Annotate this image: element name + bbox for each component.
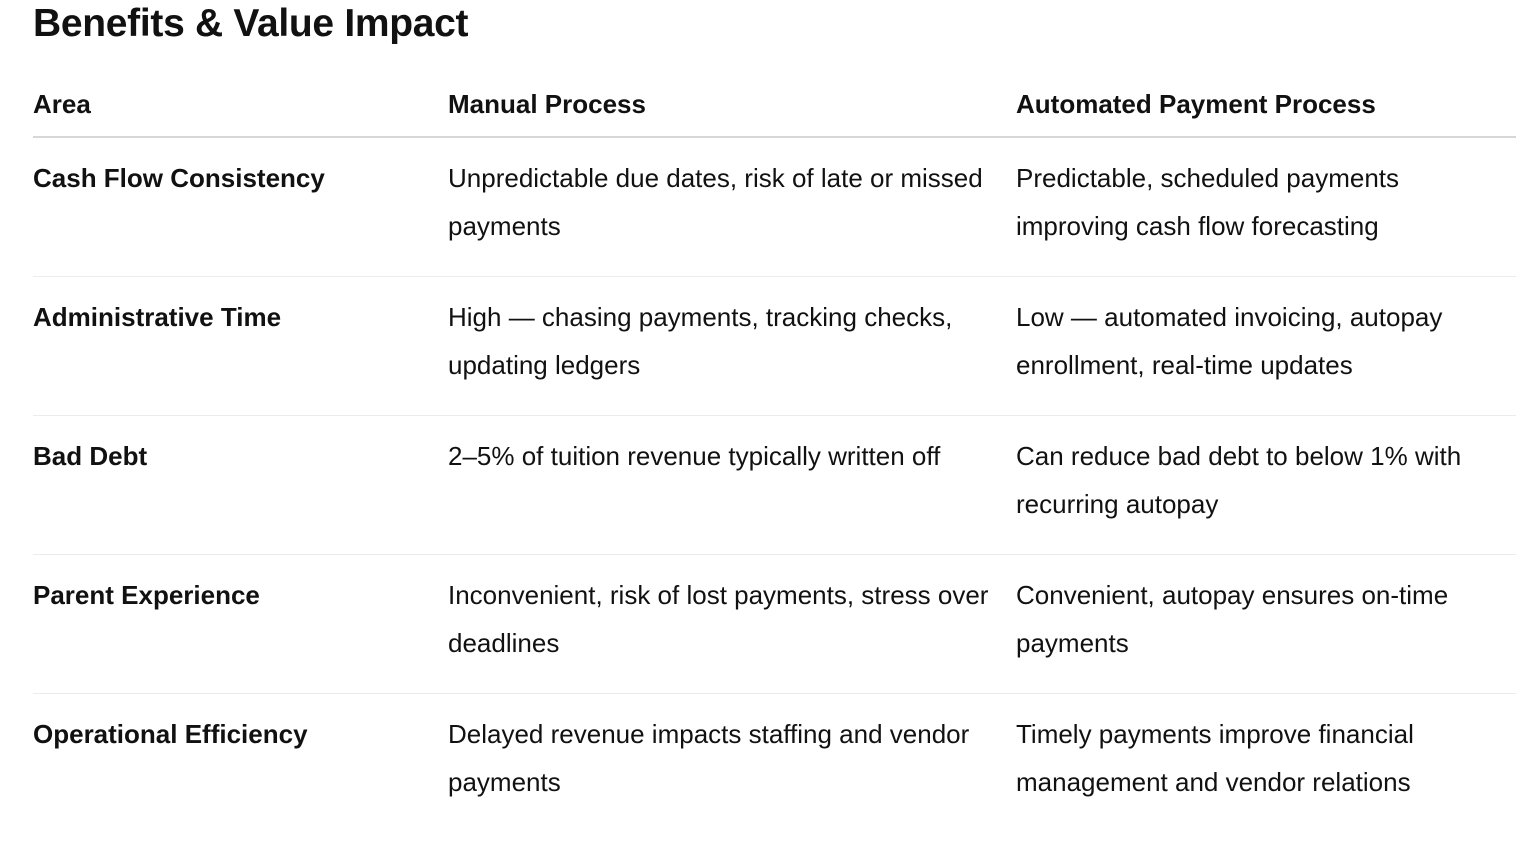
row-automated-cell: Convenient, autopay ensures on-time paym… xyxy=(1016,554,1516,694)
row-area-label: Operational Efficiency xyxy=(33,694,448,833)
header-manual-process: Manual Process xyxy=(448,72,1016,138)
table-row: Bad Debt 2–5% of tuition revenue typical… xyxy=(33,415,1516,555)
row-automated-cell: Predictable, scheduled payments improvin… xyxy=(1016,137,1516,277)
row-area-label: Administrative Time xyxy=(33,276,448,416)
comparison-table: Area Manual Process Automated Payment Pr… xyxy=(33,72,1516,832)
automated-text: Low — automated invoicing, autopay enrol… xyxy=(1016,302,1443,380)
manual-text: High — chasing payments, tracking checks… xyxy=(448,302,953,380)
row-automated-cell: Can reduce bad debt to below 1% with rec… xyxy=(1016,415,1516,555)
row-automated-cell: Low — automated invoicing, autopay enrol… xyxy=(1016,276,1516,416)
row-manual-cell: 2–5% of tuition revenue typically writte… xyxy=(448,415,1016,555)
automated-text: Can reduce bad debt to below 1% with rec… xyxy=(1016,441,1462,519)
automated-text: Convenient, autopay ensures on-time paym… xyxy=(1016,580,1449,658)
table-header: Area Manual Process Automated Payment Pr… xyxy=(33,72,1516,138)
area-text: Administrative Time xyxy=(33,302,282,332)
header-automated-payment-process: Automated Payment Process xyxy=(1016,72,1516,138)
table-row: Operational Efficiency Delayed revenue i… xyxy=(33,694,1516,833)
area-text: Parent Experience xyxy=(33,580,260,610)
page-title: Benefits & Value Impact xyxy=(33,2,469,45)
automated-text: Timely payments improve financial manage… xyxy=(1016,719,1414,797)
manual-text: Delayed revenue impacts staffing and ven… xyxy=(448,719,970,797)
area-text: Cash Flow Consistency xyxy=(33,163,325,193)
table-row: Cash Flow Consistency Unpredictable due … xyxy=(33,137,1516,277)
manual-text: Unpredictable due dates, risk of late or… xyxy=(448,163,983,241)
row-automated-cell: Timely payments improve financial manage… xyxy=(1016,694,1516,833)
row-area-label: Parent Experience xyxy=(33,554,448,694)
row-area-label: Cash Flow Consistency xyxy=(33,137,448,277)
row-manual-cell: Unpredictable due dates, risk of late or… xyxy=(448,137,1016,277)
area-text: Operational Efficiency xyxy=(33,719,308,749)
manual-text: 2–5% of tuition revenue typically writte… xyxy=(448,441,941,471)
manual-text: Inconvenient, risk of lost payments, str… xyxy=(448,580,989,658)
area-text: Bad Debt xyxy=(33,441,148,471)
row-area-label: Bad Debt xyxy=(33,415,448,555)
automated-text: Predictable, scheduled payments improvin… xyxy=(1016,163,1400,241)
row-manual-cell: Delayed revenue impacts staffing and ven… xyxy=(448,694,1016,833)
table-row: Parent Experience Inconvenient, risk of … xyxy=(33,554,1516,694)
header-row: Area Manual Process Automated Payment Pr… xyxy=(33,72,1516,138)
row-manual-cell: Inconvenient, risk of lost payments, str… xyxy=(448,554,1016,694)
table-row: Administrative Time High — chasing payme… xyxy=(33,276,1516,416)
table-body: Cash Flow Consistency Unpredictable due … xyxy=(33,137,1516,832)
row-manual-cell: High — chasing payments, tracking checks… xyxy=(448,276,1016,416)
header-area: Area xyxy=(33,72,448,138)
